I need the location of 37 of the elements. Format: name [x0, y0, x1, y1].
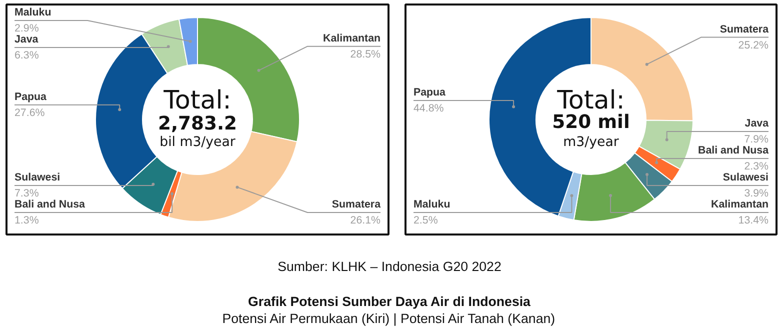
slice-label: Maluku — [14, 6, 52, 18]
slice-label: Papua — [414, 86, 446, 98]
slice-label: Kalimantan — [323, 32, 381, 44]
data-label: 7.9% — [744, 134, 770, 146]
text: Sumber: KLHK – Indonesia G20 2022 — [278, 259, 502, 274]
slice-label: Papua — [14, 90, 47, 103]
slice-label: Kalimantan — [711, 198, 769, 210]
data-label: 2.5% — [414, 214, 438, 226]
slice-label: Sulawesi — [14, 172, 60, 184]
text: m3/year — [563, 135, 620, 150]
data-label: 26.1% — [350, 214, 382, 226]
data-label: 2.3% — [744, 160, 770, 172]
slice-label: Maluku — [414, 198, 450, 210]
data-label: 1.3% — [14, 214, 40, 226]
text: 520 mil — [552, 112, 630, 133]
data-label: 25.2% — [738, 39, 770, 52]
data-label: 7.3% — [14, 188, 40, 200]
data-label: 2.9% — [14, 22, 40, 34]
slice-label: Sumatera — [720, 23, 769, 36]
data-label: 27.6% — [14, 106, 46, 119]
data-label: 13.4% — [738, 214, 770, 226]
slice-label: Bali and Nusa — [698, 144, 769, 156]
text: Total: — [162, 84, 232, 114]
data-label: 3.9% — [744, 188, 770, 200]
data-label: 44.8% — [414, 102, 444, 114]
text: Total: — [556, 84, 625, 114]
text: bil m3/year — [160, 135, 236, 150]
data-label: 28.5% — [350, 48, 382, 60]
text: Potensi Air Permukaan (Kiri) | Potensi Air Tanah (Kanan) — [222, 311, 556, 326]
slice-label: Sumatera — [332, 198, 381, 210]
slice-label: Bali and Nusa — [14, 198, 86, 210]
slice-label: Java — [744, 118, 769, 130]
text: Grafik Potensi Sumber Daya Air di Indonesia — [248, 294, 532, 309]
slice-label: Java — [14, 34, 38, 46]
slice-label: Sulawesi — [722, 172, 769, 184]
data-label: 6.3% — [14, 50, 40, 62]
text: 2,783.2 — [158, 114, 238, 134]
